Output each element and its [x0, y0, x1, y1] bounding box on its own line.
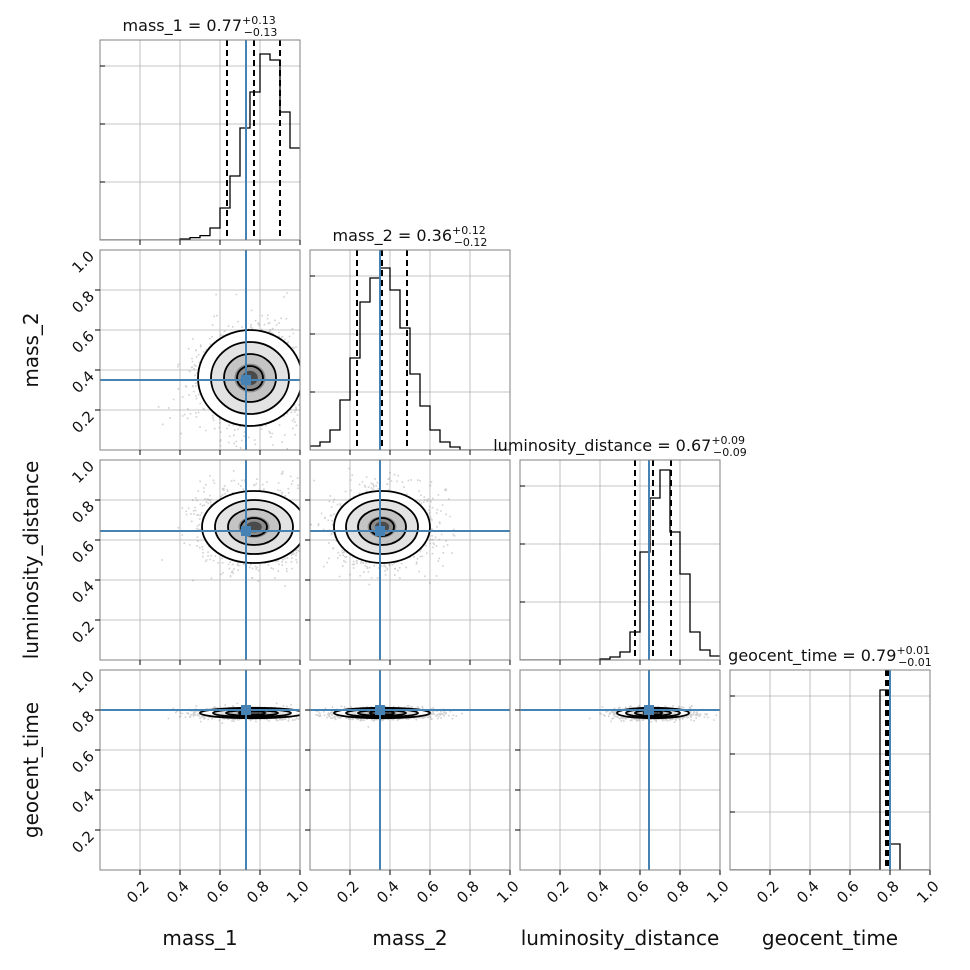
- contour-line: [357, 508, 407, 546]
- y-tick-label: 0.4: [68, 367, 98, 397]
- x-tick-label: 0.8: [453, 877, 483, 907]
- hist-panel-mass_1: [100, 40, 300, 240]
- histogram-mass_2: [310, 267, 510, 450]
- x-tick-label: 0.4: [793, 877, 823, 907]
- contour-line: [210, 341, 290, 415]
- y-tick-label: 0.4: [68, 577, 98, 607]
- x-tick-label: 0.2: [123, 877, 153, 907]
- truth-marker: [241, 526, 251, 536]
- x-tick-label: 1.0: [493, 877, 523, 907]
- y-tick-label: 0.6: [68, 747, 98, 777]
- x-tick-label: 0.4: [583, 877, 613, 907]
- hist-panel-luminosity_distance: [520, 460, 720, 660]
- panel-frame: [99, 669, 301, 871]
- panel-title-luminosity_distance: luminosity_distance = 0.67+0.09 −0.09: [493, 434, 747, 459]
- contour-line: [197, 329, 300, 427]
- panel-frame: [519, 669, 721, 871]
- truth-marker: [375, 705, 385, 715]
- panel-frame: [99, 459, 301, 661]
- contour-line: [236, 365, 264, 391]
- panel-frame: [99, 249, 301, 451]
- y-tick-label: 0.2: [68, 617, 98, 647]
- panel-frame: [309, 459, 511, 661]
- x-axis-label: mass_1: [162, 926, 237, 950]
- x-tick-label: 0.6: [413, 877, 443, 907]
- histogram-luminosity_distance: [520, 469, 720, 660]
- panel-frame: [729, 669, 931, 871]
- x-tick-label: 1.0: [913, 877, 943, 907]
- x-tick-label: 0.8: [663, 877, 693, 907]
- truth-marker: [644, 705, 654, 715]
- x-tick-label: 0.6: [203, 877, 233, 907]
- x-tick-label: 0.2: [753, 877, 783, 907]
- pair-panel-geocent_time-mass_2: [310, 670, 510, 870]
- panel-frame: [309, 249, 511, 451]
- contour-line: [227, 508, 281, 546]
- truth-marker: [241, 375, 251, 385]
- x-axis-label: mass_2: [372, 926, 447, 950]
- y-axis-label: luminosity_distance: [19, 461, 43, 660]
- panel-title-mass_2: mass_2 = 0.36+0.12 −0.12: [333, 224, 488, 249]
- y-tick-label: 0.6: [68, 537, 98, 567]
- y-axis-label: mass_2: [19, 312, 43, 387]
- pair-panel-luminosity_distance-mass_2: [310, 460, 510, 660]
- y-tick-label: 1.0: [68, 247, 98, 277]
- x-tick-label: 0.4: [163, 877, 193, 907]
- y-tick-label: 0.8: [68, 497, 98, 527]
- y-tick-label: 0.6: [68, 327, 98, 357]
- contour-line: [333, 490, 431, 564]
- x-axis-label: luminosity_distance: [521, 926, 720, 950]
- x-tick-label: 0.6: [623, 877, 653, 907]
- panel-title-mass_1: mass_1 = 0.77+0.13 −0.13: [123, 14, 278, 39]
- x-tick-label: 1.0: [283, 877, 313, 907]
- hist-panel-mass_2: [310, 250, 510, 450]
- pair-panel-luminosity_distance-mass_1: [100, 460, 300, 660]
- x-axis-label: geocent_time: [762, 926, 898, 950]
- y-tick-label: 0.8: [68, 707, 98, 737]
- x-tick-label: 1.0: [703, 877, 733, 907]
- contour-line: [199, 706, 300, 720]
- y-axis-label: geocent_time: [19, 702, 43, 838]
- histogram-mass_1: [100, 53, 300, 240]
- contour-line: [223, 353, 277, 403]
- x-tick-label: 0.8: [873, 877, 903, 907]
- truth-marker: [241, 705, 251, 715]
- y-tick-label: 1.0: [68, 457, 98, 487]
- y-tick-label: 0.4: [68, 787, 98, 817]
- x-tick-label: 0.8: [243, 877, 273, 907]
- x-tick-label: 0.6: [833, 877, 863, 907]
- panel-frame: [309, 669, 511, 871]
- pair-panel-mass_2-mass_1: [100, 250, 300, 450]
- contour-line: [214, 499, 294, 555]
- pair-panel-geocent_time-mass_1: [100, 670, 300, 870]
- contour-line: [345, 499, 419, 555]
- truth-marker: [375, 526, 385, 536]
- y-tick-label: 0.2: [68, 407, 98, 437]
- y-tick-label: 0.8: [68, 287, 98, 317]
- hist-panel-geocent_time: [730, 670, 930, 870]
- y-tick-label: 0.2: [68, 827, 98, 857]
- x-tick-label: 0.2: [333, 877, 363, 907]
- panel-title-geocent_time: geocent_time = 0.79+0.01 −0.01: [728, 644, 932, 669]
- x-tick-label: 0.2: [543, 877, 573, 907]
- pair-panel-geocent_time-luminosity_distance: [520, 670, 720, 870]
- panel-frame: [519, 459, 721, 661]
- panel-frame: [99, 39, 301, 241]
- contour-line: [201, 490, 300, 564]
- x-tick-label: 0.4: [373, 877, 403, 907]
- y-tick-label: 1.0: [68, 667, 98, 697]
- histogram-geocent_time: [730, 689, 930, 870]
